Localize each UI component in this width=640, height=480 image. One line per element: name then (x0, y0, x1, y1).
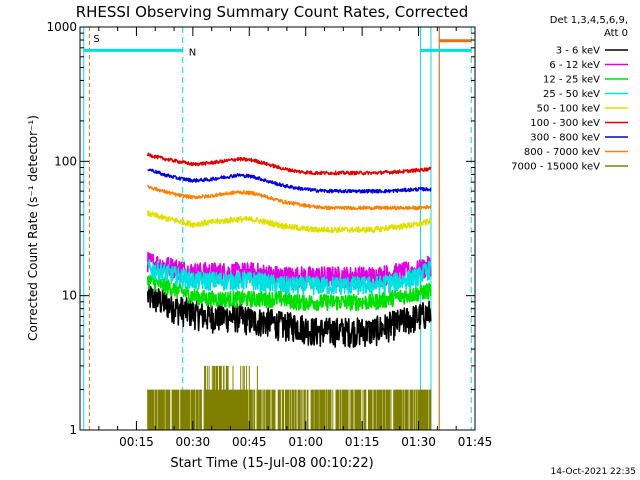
legend-header-line1: Det 1,3,4,5,6,9, (550, 15, 628, 26)
x-tick-label: 01:30 (401, 435, 436, 449)
legend-label: 12 - 25 keV (543, 75, 600, 86)
plot-frame (79, 26, 476, 431)
legend-label: 100 - 300 keV (530, 118, 600, 129)
series-50-100keV (147, 210, 432, 234)
x-tick-label: 01:45 (458, 435, 493, 449)
legend: Det 1,3,4,5,6,9, Att 0 3 - 6 keV 6 - 12 keV… (511, 15, 628, 173)
series-line (146, 282, 432, 348)
time-markers: SN (83, 27, 472, 430)
axes: 1 10 100 1000 00:15 00:30 00:45 01:00 01:15 01:30… (46, 20, 492, 449)
x-tick-label: 00:15 (119, 435, 154, 449)
series-line (147, 184, 432, 211)
series-line (147, 259, 432, 296)
series-7000-15000keV (147, 365, 432, 430)
legend-header-line2: Att 0 (604, 28, 628, 39)
series-800-7000keV (147, 184, 432, 211)
series-line (146, 274, 432, 312)
series-line (147, 168, 432, 194)
legend-label: 300 - 800 keV (530, 133, 600, 144)
y-tick-label: 100 (54, 154, 77, 168)
legend-label: 800 - 7000 keV (524, 147, 600, 158)
x-tick-label: 01:00 (288, 435, 323, 449)
marker-label-n: N (189, 47, 196, 58)
y-tick-label: 1 (69, 423, 77, 437)
series-25-50keV (147, 259, 432, 296)
chart-title: RHESSI Observing Summary Count Rates, Co… (76, 3, 469, 21)
x-tick-label: 00:45 (232, 435, 267, 449)
series-line-spikes (147, 365, 432, 430)
legend-label: 50 - 100 keV (537, 104, 601, 115)
series-100-300keV (147, 152, 432, 176)
series-group (146, 152, 432, 430)
y-tick-label: 10 (62, 289, 77, 303)
marker-label-s: S (93, 34, 99, 45)
legend-label: 6 - 12 keV (549, 60, 600, 71)
y-tick-label: 1000 (46, 20, 77, 34)
series-3-6keV (146, 282, 432, 348)
y-axis-label: Corrected Count Rate (s⁻¹ detector⁻¹) (26, 115, 40, 341)
series-300-800keV (147, 168, 432, 194)
legend-label: 7000 - 15000 keV (511, 162, 600, 173)
series-line (147, 152, 432, 176)
x-tick-label: 01:15 (345, 435, 380, 449)
timestamp: 14-Oct-2021 22:35 (551, 467, 636, 477)
series-line (147, 210, 432, 234)
legend-label: 25 - 50 keV (543, 89, 600, 100)
x-axis-label: Start Time (15-Jul-08 00:10:22) (170, 456, 373, 471)
legend-label: 3 - 6 keV (556, 46, 600, 57)
series-12-25keV (146, 274, 432, 312)
x-tick-label: 00:30 (176, 435, 211, 449)
